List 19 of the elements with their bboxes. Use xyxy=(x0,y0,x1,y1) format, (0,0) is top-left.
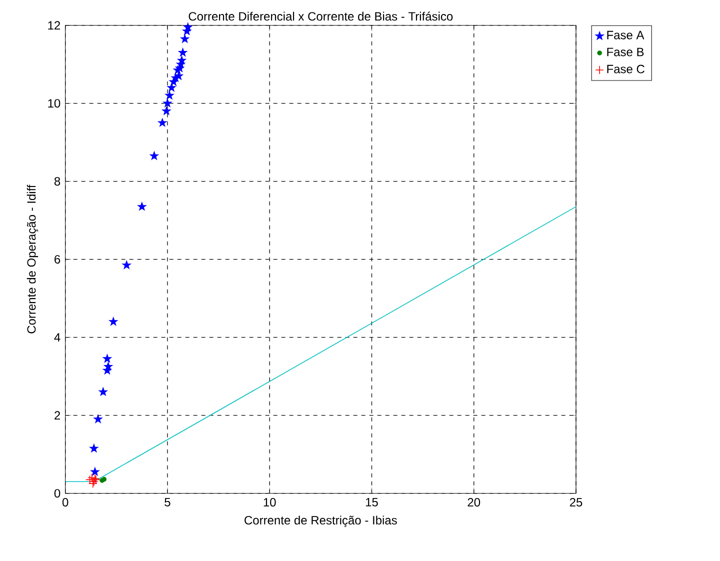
x-axis-title: Corrente de Restrição - Ibias xyxy=(244,516,397,527)
x-tick-label: 20 xyxy=(468,498,480,506)
legend-label: Fase A xyxy=(607,30,644,40)
y-tick-label: 4 xyxy=(54,333,60,342)
y-tick-label: 2 xyxy=(54,410,60,420)
x-tick-label: 0 xyxy=(62,498,68,506)
chart-title: Corrente Diferencial x Corrente de Bias - Trifásico xyxy=(188,12,453,20)
x-tick-label: 5 xyxy=(164,498,170,506)
y-tick-label: 10 xyxy=(48,98,60,108)
x-tick-label: 25 xyxy=(570,498,582,506)
x-tick-label: 15 xyxy=(366,498,378,506)
y-tick-label: 0 xyxy=(54,488,60,498)
y-tick-label: 6 xyxy=(54,254,60,264)
y-tick-label: 8 xyxy=(54,176,60,186)
legend-label: Fase B xyxy=(607,48,644,56)
x-tick-label: 10 xyxy=(264,498,276,506)
y-tick-label: 12 xyxy=(48,20,60,30)
legend-label: Fase C xyxy=(607,64,644,74)
y-axis-title: Corrente de Operação - Idiff xyxy=(26,184,38,334)
